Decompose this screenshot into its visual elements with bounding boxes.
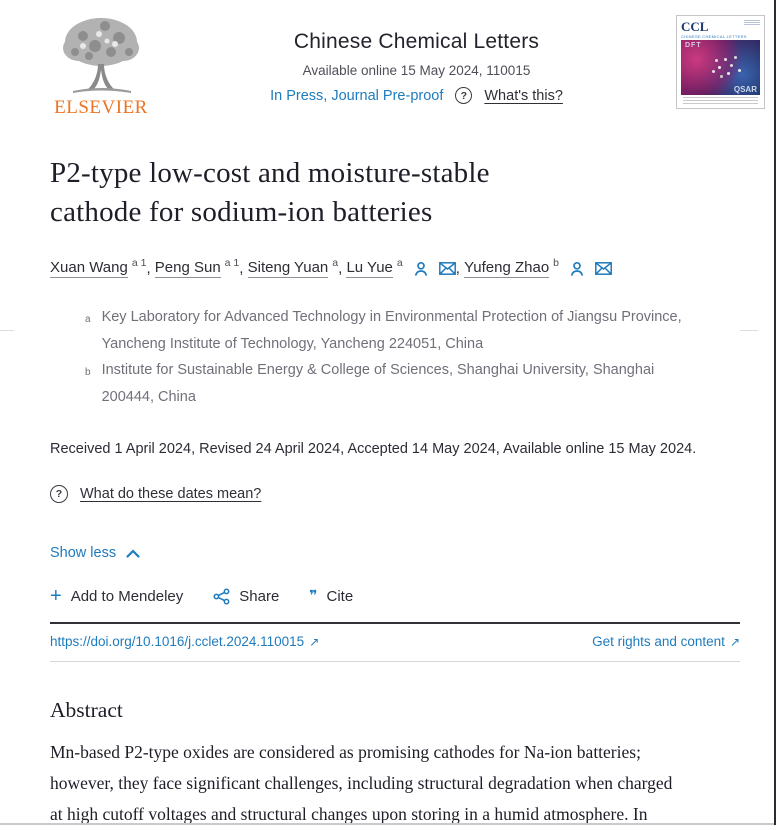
dates-help-row: ? What do these dates mean? [50, 485, 740, 503]
affiliation-line: Institute for Sustainable Energy & Colle… [101, 362, 655, 378]
divider-fragment-right [740, 330, 758, 331]
corresponding-author-icon[interactable] [569, 261, 585, 277]
author-affiliation-sup: a 1 [224, 256, 240, 269]
cover-masthead-row: CCL [681, 20, 760, 33]
cite-label: Cite [326, 587, 354, 605]
show-less-label: Show less [50, 545, 117, 561]
elsevier-logo[interactable]: ELSEVIER [45, 14, 157, 119]
author-separator: , [338, 260, 347, 277]
abstract-heading: Abstract [50, 698, 123, 722]
article-title-line1: P2-type low-cost and moisture-stable [50, 157, 490, 189]
divider-fragment-left [0, 330, 14, 331]
add-to-mendeley-label: Add to Mendeley [70, 587, 184, 605]
availability-text: Available online 15 May 2024, 110015 [302, 63, 531, 78]
cite-quote-icon: ❞ [309, 588, 318, 604]
doi-url: https://doi.org/10.1016/j.cclet.2024.110… [50, 634, 305, 649]
author-link[interactable]: Siteng Yuan [247, 259, 329, 278]
elsevier-tree-icon [63, 18, 139, 93]
dates-help-link[interactable]: What do these dates mean? [80, 486, 262, 502]
journal-cover-thumbnail[interactable]: CCL CHINESE CHEMICAL LETTERS DFT QSAR [676, 15, 765, 109]
chevron-up-icon [126, 548, 140, 558]
share-label: Share [239, 587, 280, 605]
abstract-paragraph: Mn-based P2-type oxides are considered a… [50, 737, 740, 830]
article-title: P2-type low-cost and moisture-stable cath… [50, 154, 740, 232]
author-affiliation-sup: a 1 [131, 256, 147, 269]
question-circle-icon[interactable]: ? [455, 87, 473, 104]
external-link-icon: ↗ [309, 635, 320, 649]
cover-volume-block [744, 20, 760, 26]
affiliation-text: Key Laboratory for Advanced Technology i… [102, 304, 682, 357]
question-circle-icon[interactable]: ? [50, 485, 68, 503]
article-toolbar: + Add to Mendeley Share ❞ Cite [50, 586, 740, 606]
cover-masthead: CCL [681, 19, 709, 34]
email-author-icon[interactable] [595, 262, 612, 275]
add-to-mendeley-button[interactable]: + Add to Mendeley [50, 586, 183, 606]
elsevier-wordmark: ELSEVIER [54, 97, 148, 118]
author-list: Xuan Wang a 1, Peng Sun a 1, Siteng Yuan a,… [50, 256, 740, 278]
cover-molecule-graphic [718, 66, 721, 69]
affiliation-list: a Key Laboratory for Advanced Technology… [85, 304, 740, 410]
journal-header: ELSEVIER Chinese Chemical Letters Availa… [0, 0, 776, 122]
author-separator: , [455, 260, 465, 277]
section-divider-light [50, 661, 740, 662]
cover-overlay-qsar: QSAR [733, 85, 757, 94]
cite-button[interactable]: ❞ Cite [309, 588, 353, 605]
abstract-line: at high cutoff voltages and structural c… [50, 804, 648, 824]
journal-header-center: Chinese Chemical Letters Available onlin… [157, 14, 676, 105]
cover-overlay-dft: DFT [685, 42, 702, 49]
article-dates: Received 1 April 2024, Revised 24 April … [50, 441, 697, 457]
affiliation-item: a Key Laboratory for Advanced Technology… [85, 304, 740, 357]
email-author-icon[interactable] [438, 262, 456, 275]
whats-this-link[interactable]: What's this? [484, 87, 563, 104]
journal-title[interactable]: Chinese Chemical Letters [293, 30, 540, 53]
author-separator: , [146, 260, 155, 277]
cover-artwork: DFT QSAR [681, 40, 760, 95]
affiliation-line: Yancheng Institute of Technology, Yanche… [101, 335, 484, 352]
get-rights-label: Get rights and content [592, 634, 725, 649]
author-affiliation-sup: b [553, 256, 560, 269]
window-right-edge [774, 0, 776, 825]
author-link[interactable]: Xuan Wang [50, 259, 128, 278]
doi-link[interactable]: https://doi.org/10.1016/j.cclet.2024.110… [50, 634, 319, 649]
author-link[interactable]: Yufeng Zhao [464, 259, 550, 278]
share-icon [213, 587, 230, 605]
share-button[interactable]: Share [213, 588, 279, 605]
article-main: P2-type low-cost and moisture-stable cath… [0, 154, 776, 830]
plus-icon: + [50, 585, 62, 607]
window-bottom-edge [0, 823, 776, 825]
abstract-line: however, they face significant challenge… [50, 773, 673, 793]
cover-subtitle: CHINESE CHEMICAL LETTERS [681, 34, 747, 39]
author-link[interactable]: Peng Sun [154, 259, 221, 278]
affiliation-text: Institute for Sustainable Energy & Colle… [102, 357, 655, 410]
author-link[interactable]: Lu Yue [346, 259, 393, 278]
cover-footer [681, 95, 760, 108]
article-title-line2: cathode for sodium-ion batteries [50, 196, 433, 228]
show-less-toggle[interactable]: Show less [50, 545, 140, 561]
affiliation-sup: b [85, 367, 91, 378]
section-divider-dark [50, 622, 740, 624]
status-row: In Press, Journal Pre-proof ? What's thi… [270, 87, 563, 104]
external-link-icon: ↗ [729, 635, 740, 649]
author-separator: , [239, 260, 248, 277]
cover-footer-lines [683, 97, 758, 104]
author-affiliation-sup: a [332, 256, 339, 269]
abstract-line: Mn-based P2-type oxides are considered a… [50, 742, 641, 762]
affiliation-item: b Institute for Sustainable Energy & Col… [85, 357, 740, 410]
affiliation-sup: a [85, 314, 91, 325]
in-press-link[interactable]: In Press, Journal Pre-proof [270, 87, 444, 104]
affiliation-line: Key Laboratory for Advanced Technology i… [101, 309, 682, 325]
author-affiliation-sup: a [396, 256, 403, 269]
corresponding-author-icon[interactable] [413, 261, 429, 277]
affiliation-line: 200444, China [101, 388, 196, 405]
get-rights-link[interactable]: Get rights and content ↗ [592, 634, 740, 649]
doi-row: https://doi.org/10.1016/j.cclet.2024.110… [50, 634, 740, 649]
